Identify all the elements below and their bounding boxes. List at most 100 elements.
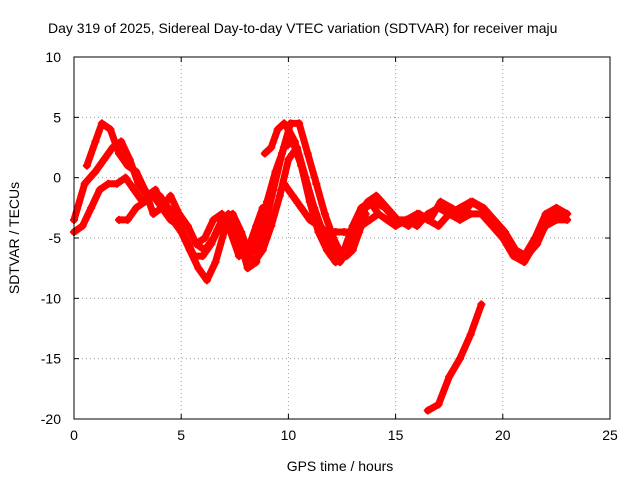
chart-title: Day 319 of 2025, Sidereal Day-to-day VTE… [48,20,557,36]
data-point [123,161,132,170]
data-point [436,197,445,206]
data-point [132,167,141,176]
data-point [115,149,124,158]
data-point [363,197,372,206]
data-point [269,185,278,194]
data-point [209,215,218,224]
data-point [466,330,475,339]
data-point [82,161,91,170]
data-point [295,119,304,128]
data-point [97,119,106,128]
data-point [200,246,209,255]
axis-ticks: 0 5 10 15 20 25 -20 -15 -10 -5 0 5 10 [41,49,618,443]
data-point [554,209,563,218]
data-point [226,227,235,236]
data-point [123,215,132,224]
data-point [267,143,276,152]
data-point [374,209,383,218]
data-point [130,185,139,194]
data-point [563,209,572,218]
data-point [202,276,211,285]
series-track-f [280,180,382,236]
data-point [543,215,552,224]
data-point [303,149,312,158]
data-point [252,258,261,267]
data-point [258,203,267,212]
data-point [297,203,306,212]
data-point [522,252,531,261]
data-point [166,215,175,224]
data-point [533,240,542,249]
data-point [192,240,201,249]
data-point [468,197,477,206]
y-axis-label: SDTVAR / TECUs [6,182,22,294]
data-point [252,221,261,230]
data-point [209,234,218,242]
data-point [200,234,209,242]
data-point [175,209,184,218]
data-point [509,252,518,261]
data-point [329,246,338,255]
data-point [327,252,336,261]
data-point [181,234,190,242]
data-point [132,203,141,212]
data-point [404,221,413,230]
data-point [415,209,424,218]
data-point [312,179,321,188]
data-point [273,125,282,134]
data-point [275,191,284,200]
data-point [280,179,289,188]
data-point [235,252,244,261]
data-point [175,221,184,230]
data-point [331,227,340,236]
data-point [348,227,357,236]
data-point [305,215,314,224]
y-tick-label: -20 [41,411,61,427]
data-point [115,215,124,224]
data-point [243,264,252,273]
data-point [383,215,392,224]
data-point [520,258,529,267]
data-point [303,185,312,194]
data-series [70,119,572,415]
data-point [434,221,443,230]
x-tick-label: 10 [281,427,297,443]
data-point [342,252,351,261]
y-tick-label: -5 [49,230,62,246]
data-point [458,209,467,218]
y-tick-label: -15 [41,351,61,367]
data-point [423,406,432,415]
data-point [500,227,509,236]
data-point [511,246,520,255]
data-point [211,258,220,267]
data-point [243,246,252,255]
data-point [393,215,402,224]
data-point [322,227,331,236]
data-point [477,300,486,309]
x-tick-label: 20 [495,427,511,443]
data-point [280,119,289,128]
data-point [413,221,422,230]
x-tick-label: 15 [388,427,404,443]
data-point [121,173,130,182]
data-point [166,191,175,200]
data-point [357,221,366,230]
data-point [466,209,475,218]
data-point [157,203,166,212]
data-point [277,149,286,158]
data-point [198,252,207,261]
data-point [297,161,306,170]
data-point [425,215,434,224]
data-point [100,155,109,164]
x-axis-label: GPS time / hours [287,458,394,474]
data-point [140,185,149,194]
data-point [383,203,392,212]
data-point [447,203,456,212]
data-point [78,221,87,230]
data-point [445,372,454,381]
data-point [194,264,203,273]
y-tick-label: -10 [41,290,61,306]
data-point [190,252,199,261]
data-point [112,179,121,188]
y-tick-label: 0 [53,170,61,186]
